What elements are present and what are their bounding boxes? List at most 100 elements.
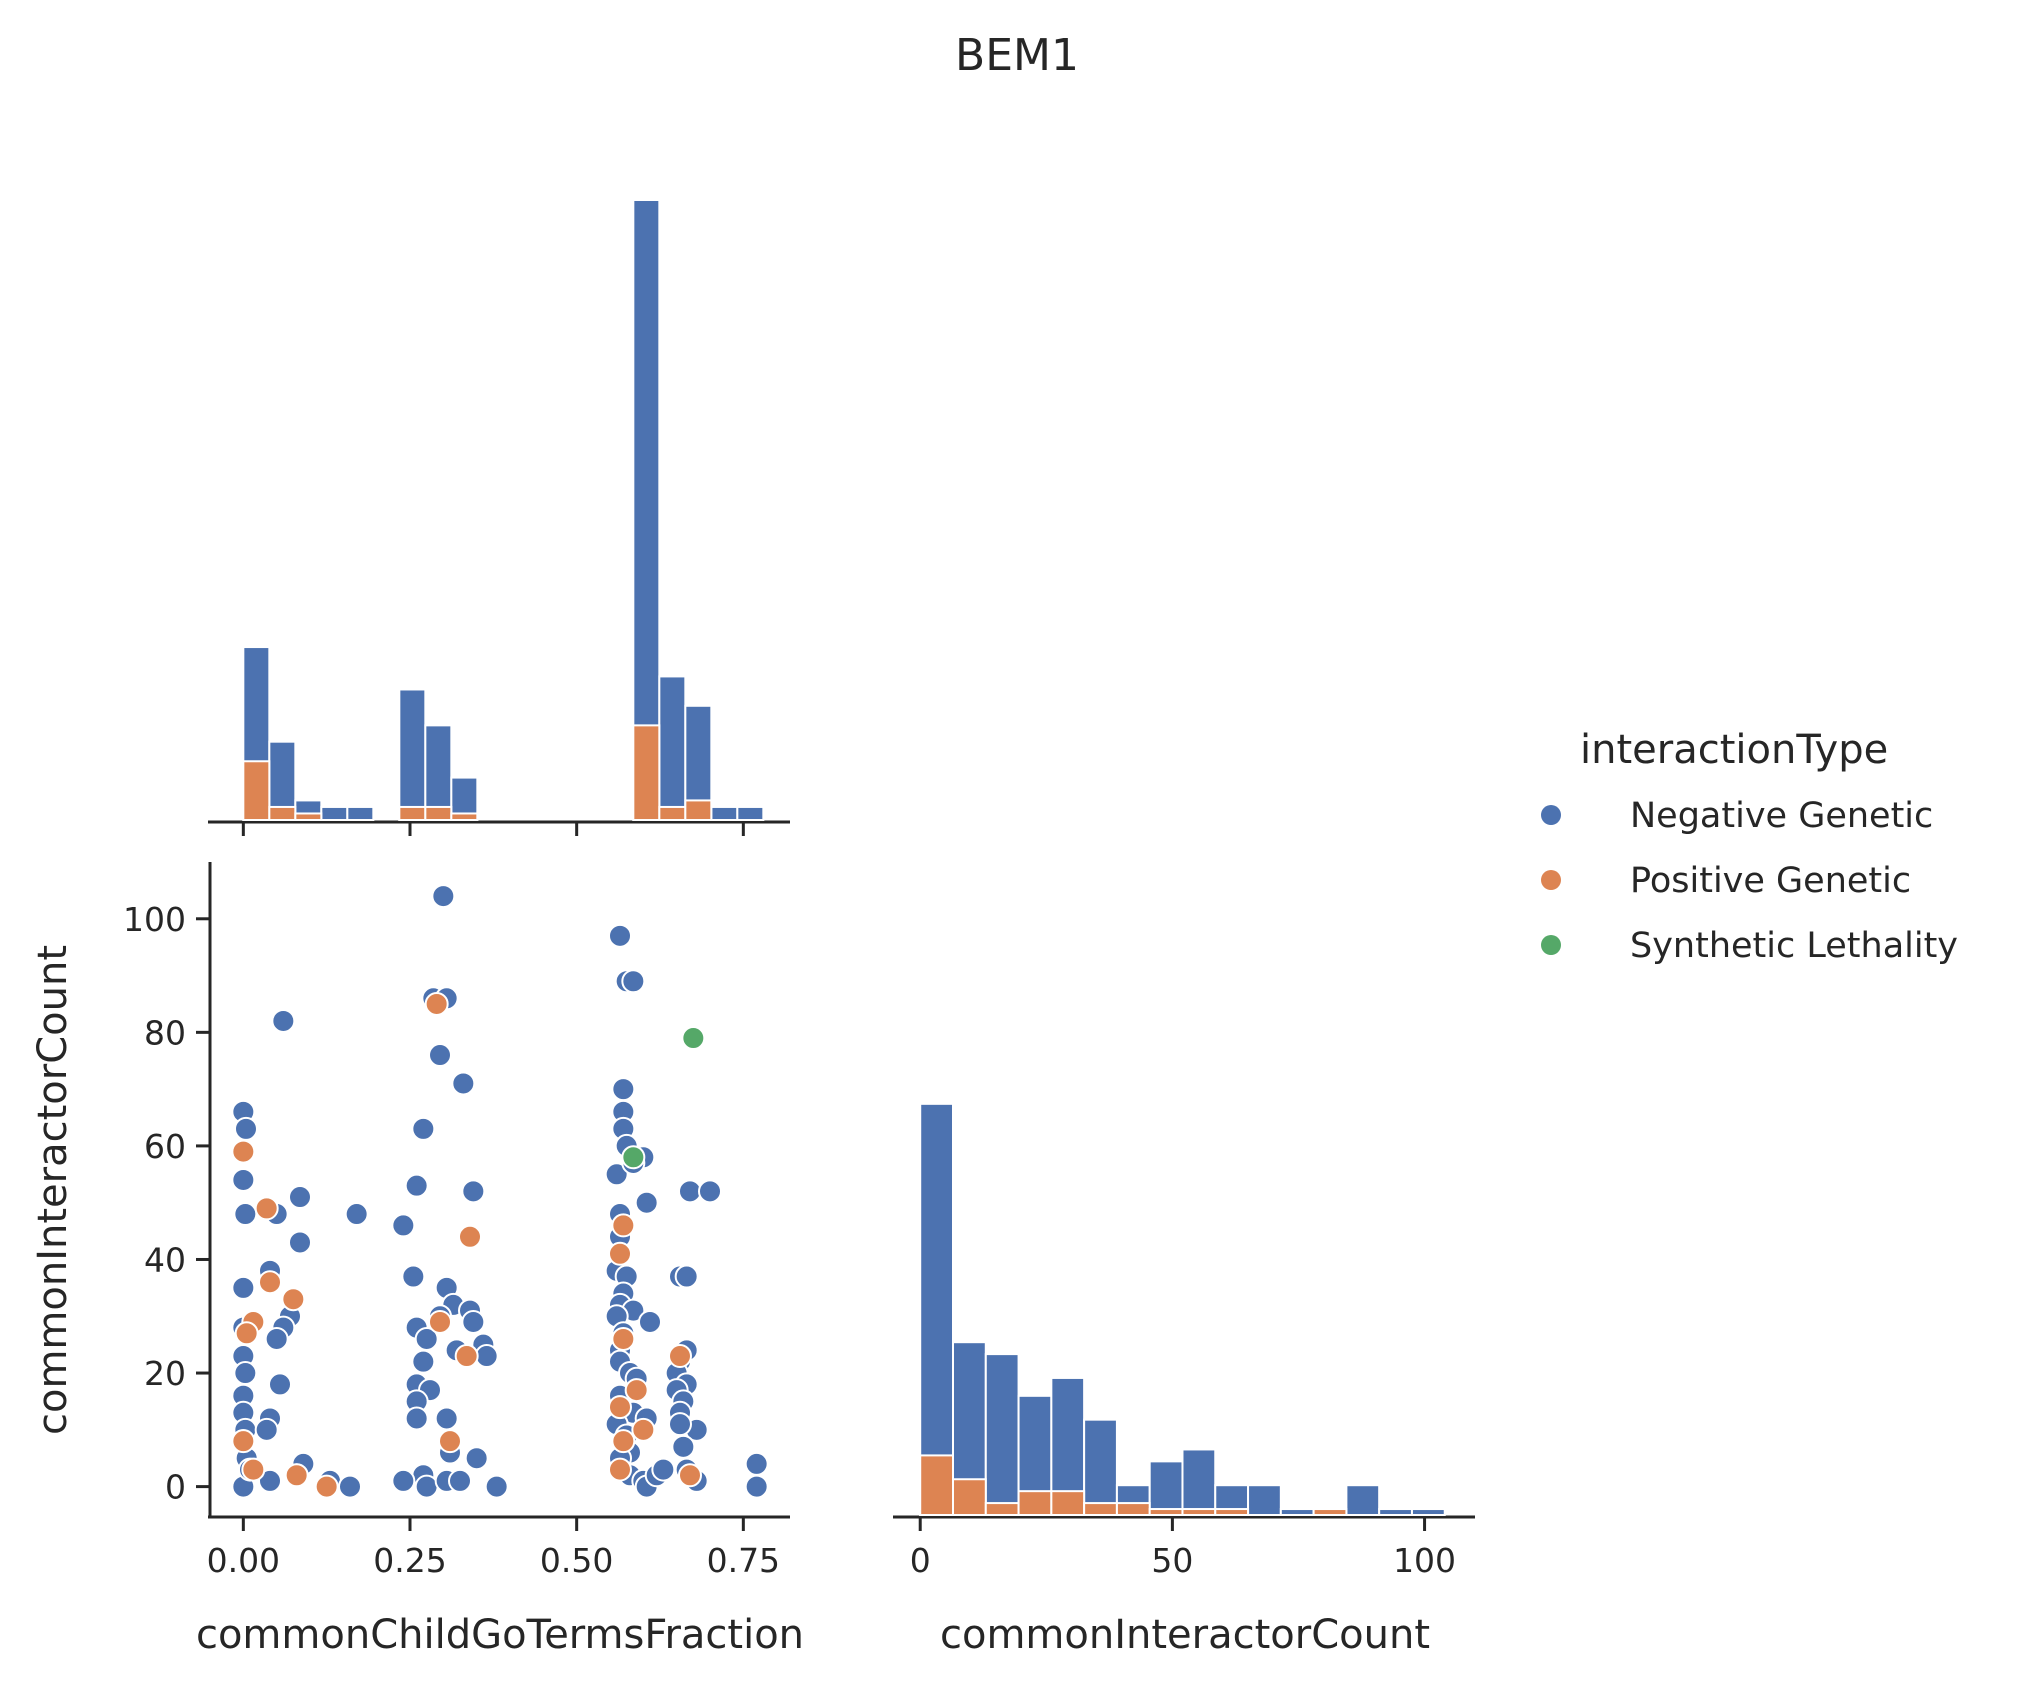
scatter-point	[611, 1429, 636, 1454]
histogram-bar-negative	[398, 688, 427, 822]
histogram-bottom-right: 0 50 100 commonInteractorCount	[893, 1102, 1475, 1658]
histogram-bar-positive	[919, 1454, 955, 1517]
histogram-bar-positive	[658, 805, 687, 822]
histogram-bar-negative	[1247, 1484, 1282, 1516]
scatter-point	[314, 1474, 339, 1499]
histogram-bar-negative	[1148, 1460, 1184, 1517]
histogram-bar-positive	[684, 799, 713, 822]
scatter-point	[651, 1457, 676, 1482]
scatter-point	[611, 1213, 636, 1238]
x-tick-label: 0.50	[540, 1541, 613, 1580]
scatter-point	[458, 1224, 482, 1249]
figure-title: BEM1	[955, 30, 1079, 81]
scatter-point	[231, 1275, 256, 1300]
histogram-bar-negative	[1378, 1508, 1413, 1517]
scatter-point	[621, 1145, 646, 1170]
scatter-point	[404, 1173, 429, 1198]
scatter-point	[634, 1190, 659, 1215]
scatter-point	[258, 1270, 282, 1295]
scatter-point	[608, 923, 632, 948]
histogram-bar-positive	[1050, 1490, 1086, 1517]
histogram-top-left	[208, 199, 790, 836]
y-tick-label: 40	[144, 1240, 186, 1279]
scatter-point	[438, 1429, 462, 1454]
scatter-plot: 0 20 40 60 80 100 0.00 0.25 0.50 0.75 commonChildG…	[30, 862, 804, 1658]
x-tick-label: 0	[910, 1541, 931, 1580]
scatter-point	[241, 1457, 266, 1482]
scatter-point	[608, 1457, 632, 1482]
histogram-bar-negative	[919, 1102, 955, 1516]
scatter-point	[391, 1468, 416, 1493]
scatter-point	[414, 1326, 439, 1351]
histogram-bar-positive	[632, 724, 661, 821]
scatter-point	[431, 884, 456, 909]
scatter-point	[411, 1116, 436, 1141]
scatter-point	[268, 1372, 292, 1397]
histogram-bar-positive	[984, 1502, 1020, 1516]
scatter-point	[744, 1474, 769, 1499]
x-tick-label: 50	[1151, 1541, 1193, 1580]
scatter-point	[231, 1167, 256, 1192]
histogram-bar-negative	[1279, 1508, 1315, 1517]
legend-marker-positive	[1541, 870, 1561, 890]
scatter-point	[668, 1412, 692, 1437]
scatter-point	[698, 1179, 722, 1204]
scatter-point	[461, 1179, 486, 1204]
scatter-point	[231, 1139, 256, 1164]
scatter-point	[474, 1344, 499, 1369]
scatter-point	[451, 1071, 476, 1096]
scatter-point	[288, 1230, 312, 1255]
histogram-bar-negative	[710, 805, 739, 822]
scatter-point	[231, 1429, 256, 1454]
scatter-point	[608, 1395, 632, 1420]
scatter-point	[271, 1008, 296, 1033]
scatter-point	[234, 1116, 258, 1141]
legend-label-negative: Negative Genetic	[1630, 796, 1933, 836]
scatter-point	[284, 1463, 309, 1488]
x-tick-label: 0.75	[707, 1541, 780, 1580]
scatter-point	[414, 1474, 439, 1499]
histogram-bar-negative	[632, 199, 661, 821]
scatter-point	[624, 1378, 649, 1403]
scatter-point	[631, 1417, 656, 1442]
histogram-bar-positive	[450, 812, 479, 822]
histogram-bar-positive	[1312, 1508, 1348, 1517]
scatter-point	[404, 1406, 429, 1431]
y-tick-label: 80	[144, 1013, 186, 1052]
y-axis-title: commonInteractorCount	[30, 945, 76, 1435]
scatter-point	[424, 991, 449, 1016]
histogram-bar-positive	[294, 812, 323, 822]
histogram-bar-negative	[346, 805, 375, 822]
histogram-bar-positive	[1017, 1490, 1053, 1517]
legend-label-positive: Positive Genetic	[1630, 861, 1911, 901]
scatter-point	[464, 1446, 489, 1471]
histogram-bar-positive	[1083, 1502, 1118, 1516]
scatter-point	[233, 1361, 258, 1386]
scatter-point	[254, 1417, 279, 1442]
scatter-point	[344, 1202, 369, 1227]
scatter-point	[674, 1264, 699, 1289]
histogram-bar-positive	[1181, 1508, 1217, 1517]
x-tick-label: 0.25	[373, 1541, 446, 1580]
legend-label-synthetic: Synthetic Lethality	[1630, 926, 1958, 966]
scatter-point	[681, 1026, 706, 1051]
scatter-point	[281, 1287, 306, 1312]
scatter-point	[338, 1474, 362, 1499]
legend-marker-negative	[1541, 805, 1561, 825]
scatter-point	[234, 1321, 259, 1346]
scatter-point	[428, 1043, 452, 1068]
scatter-point	[233, 1202, 258, 1227]
histogram-bar-negative	[1083, 1418, 1118, 1517]
scatter-point	[604, 1162, 629, 1187]
y-tick-label: 0	[165, 1468, 186, 1507]
scatter-point	[621, 969, 646, 994]
scatter-point	[454, 1344, 479, 1369]
scatter-point	[434, 1406, 459, 1431]
x-tick-label: 100	[1393, 1541, 1456, 1580]
histogram-bar-positive	[1214, 1508, 1250, 1517]
histogram-bar-positive	[424, 805, 453, 822]
scatter-point	[638, 1309, 662, 1334]
scatter-point	[744, 1451, 769, 1476]
histogram-bar-positive	[1148, 1508, 1184, 1517]
legend-title: interactionType	[1580, 727, 1888, 773]
